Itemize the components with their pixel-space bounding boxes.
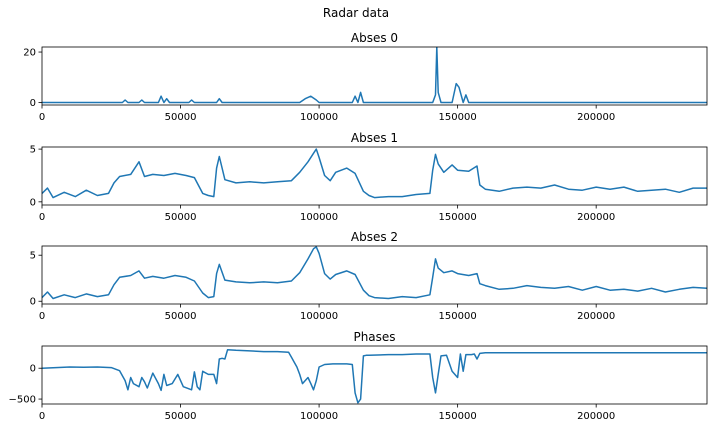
x-tick-label: 100000 [300,212,338,223]
x-tick-label: 50000 [165,311,197,322]
x-tick-label: 0 [39,112,45,123]
y-tick-label: 5 [30,251,36,262]
figure-title: Radar data [323,6,389,20]
x-tick-label: 200000 [577,411,615,422]
y-tick-label: 5 [30,145,36,156]
subplot-1: Abses 1 0 50000 100000 150000 200000 0 5 [30,131,708,223]
x-tick-label: 100000 [300,311,338,322]
x-tick-label: 150000 [439,311,477,322]
axes-frame [41,345,708,405]
y-tick-label: 0 [30,98,36,109]
subplot-title: Abses 1 [351,131,398,145]
subplot-0: Abses 0 0 50000 100000 150000 200000 0 20 [23,31,708,123]
x-tick-label: 200000 [577,212,615,223]
x-tick-label: 0 [39,212,45,223]
x-tick-label: 200000 [577,112,615,123]
x-tick-label: 150000 [439,212,477,223]
x-tick-label: 0 [39,411,45,422]
subplot-2: Abses 2 0 50000 100000 150000 200000 0 5 [30,230,708,322]
axes-frame [41,245,708,305]
axes-frame [41,146,708,206]
x-tick-label: 150000 [439,411,477,422]
x-tick-label: 150000 [439,112,477,123]
x-tick-label: 50000 [165,112,197,123]
axes-frame [41,46,708,106]
subplot-title: Abses 2 [351,230,398,244]
x-tick-label: 0 [39,311,45,322]
y-tick-label: −500 [9,395,36,406]
series-line [42,348,707,404]
x-tick-label: 50000 [165,411,197,422]
x-tick-label: 100000 [300,411,338,422]
series-line [42,148,707,199]
x-tick-label: 100000 [300,112,338,123]
y-tick-label: 0 [30,297,36,308]
y-tick-label: 20 [23,48,36,59]
series-line [42,246,707,300]
subplots: Abses 00 50000 100000 150000 200000020Abses … [9,31,708,422]
subplot-title: Abses 0 [351,31,398,45]
series-line [42,47,707,104]
subplot-title: Phases [353,330,395,344]
y-tick-label: 0 [30,364,36,375]
x-tick-label: 50000 [165,212,197,223]
x-tick-label: 200000 [577,311,615,322]
y-tick-label: 0 [30,197,36,208]
